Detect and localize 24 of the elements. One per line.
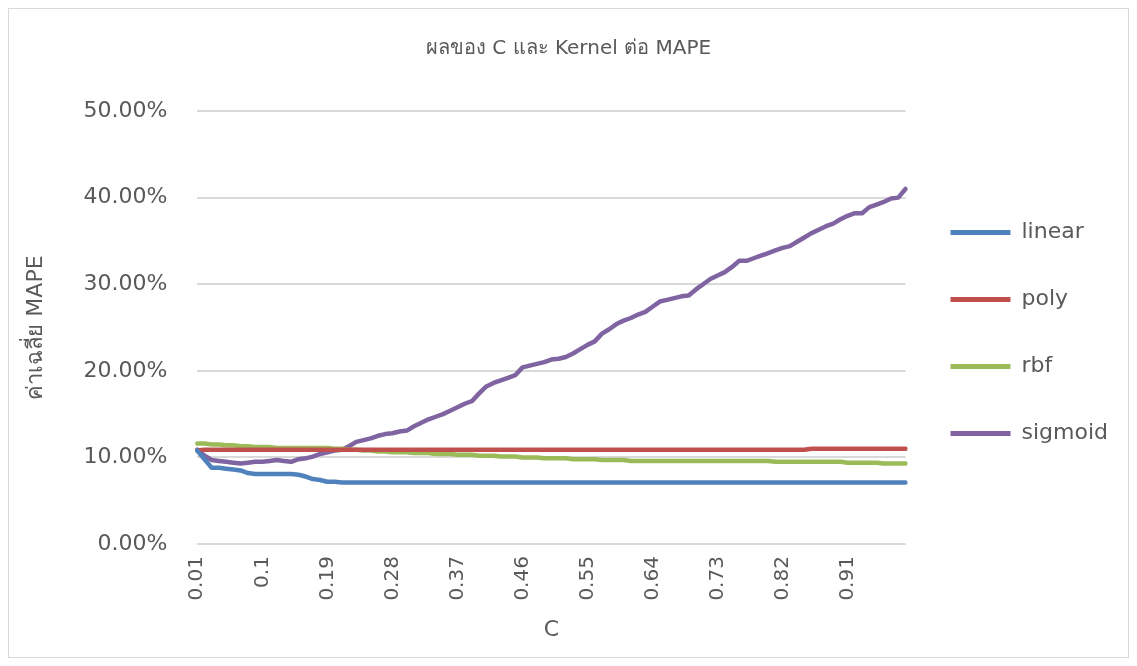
x-tick-label: 0.1: [248, 556, 273, 588]
x-tick-label: 0.82: [768, 556, 793, 601]
legend-label: sigmoid: [1021, 419, 1109, 445]
x-tick-label: 0.46: [508, 556, 533, 601]
x-tick-label: 0.28: [378, 556, 403, 601]
x-tick-label: 0.37: [443, 556, 468, 601]
legend-label: linear: [1021, 218, 1085, 244]
y-tick-label: 10.00%: [83, 443, 168, 469]
legend-label: rbf: [1021, 352, 1054, 378]
x-tick-label: 0.73: [703, 556, 728, 601]
y-tick-label: 30.00%: [83, 269, 168, 295]
x-tick-label: 0.01: [183, 556, 208, 601]
chart-title: ผลของ C และ Kernel ต่อ MAPE: [425, 35, 712, 60]
y-axis-title: ค่าเฉลี่ย MAPE: [18, 255, 47, 400]
x-tick-label: 0.19: [313, 556, 338, 601]
x-tick-label: 0.55: [573, 556, 598, 601]
x-axis-title: C: [543, 615, 560, 641]
x-tick-label: 0.91: [833, 556, 858, 601]
y-tick-label: 0.00%: [97, 529, 168, 555]
y-tick-label: 20.00%: [83, 356, 168, 382]
legend-label: poly: [1021, 285, 1069, 311]
y-tick-label: 40.00%: [83, 183, 168, 209]
x-tick-label: 0.64: [638, 556, 663, 601]
y-tick-label: 50.00%: [83, 96, 168, 122]
